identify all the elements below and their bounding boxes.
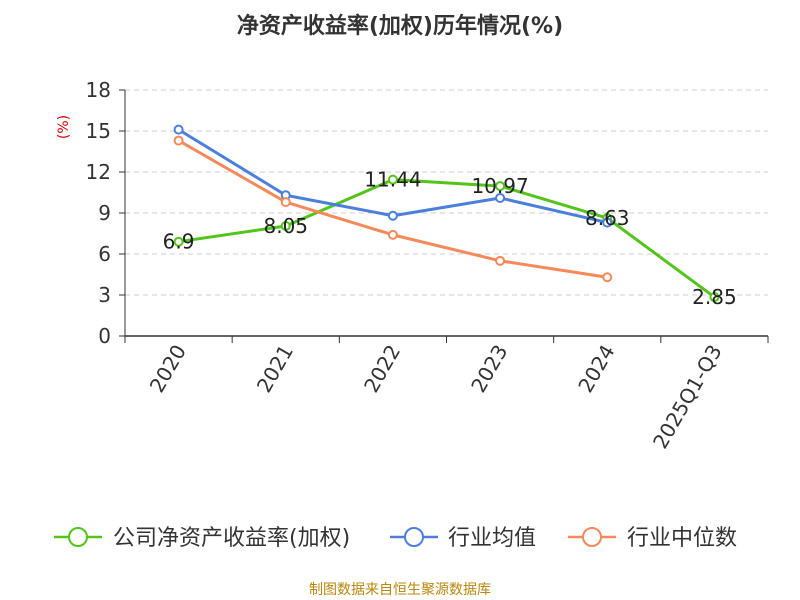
series-point-2: [173, 135, 184, 146]
series: [173, 124, 720, 303]
legend-marker: [68, 527, 88, 547]
legend-label: 行业中位数: [627, 526, 737, 551]
series-point-0: [495, 181, 506, 192]
y-tick-label: 15: [86, 119, 111, 143]
legend: 公司净资产收益率(加权) 行业均值 行业中位数: [54, 526, 737, 551]
data-label: 10.97: [471, 174, 528, 198]
source-note: 制图数据来自恒生聚源数据库: [309, 582, 491, 598]
y-tick-label: 6: [98, 242, 111, 266]
chart-title: 净资产收益率(加权)历年情况(%): [237, 13, 563, 39]
legend-label: 行业均值: [448, 526, 536, 551]
data-label: 6.9: [163, 230, 195, 254]
series-line-0: [178, 178, 716, 299]
series-point-0: [280, 220, 291, 231]
y-axis-label: (%): [56, 115, 72, 139]
data-label: 8.63: [585, 206, 630, 230]
series-point-1: [495, 192, 506, 203]
y-tick-label: 3: [98, 283, 111, 307]
x-tick-label: 2021: [252, 341, 298, 397]
series-point-0: [173, 236, 184, 247]
series-point-2: [387, 229, 398, 240]
y-tick-label: 12: [86, 160, 111, 184]
x-tick-label: 2023: [466, 341, 512, 397]
legend-marker: [582, 527, 602, 547]
x-tick-label: 2025Q1-Q3: [648, 341, 727, 453]
series-point-0: [709, 292, 720, 303]
grid: [125, 89, 768, 296]
legend-label: 公司净资产收益率(加权): [113, 526, 350, 551]
data-labels: 6.9 8.05 11.44 10.97 8.63 2.85: [163, 168, 737, 309]
x-tick-label: 2020: [145, 341, 191, 397]
series-point-2: [495, 255, 506, 266]
series-point-2: [280, 197, 291, 208]
legend-marker: [404, 527, 424, 547]
series-point-0: [387, 174, 398, 185]
y-tick-label: 9: [98, 201, 111, 225]
data-label: 2.85: [692, 285, 737, 309]
y-tick-label: 0: [98, 324, 111, 348]
series-point-1: [602, 217, 613, 228]
data-label: 8.05: [263, 214, 308, 238]
x-tick-label: 2024: [573, 341, 619, 397]
x-tick-label: 2022: [359, 341, 405, 397]
series-point-2: [602, 272, 613, 283]
series-point-1: [173, 124, 184, 135]
data-label: 11.44: [364, 168, 421, 192]
series-point-1: [387, 210, 398, 221]
y-tick-label: 18: [86, 78, 111, 102]
